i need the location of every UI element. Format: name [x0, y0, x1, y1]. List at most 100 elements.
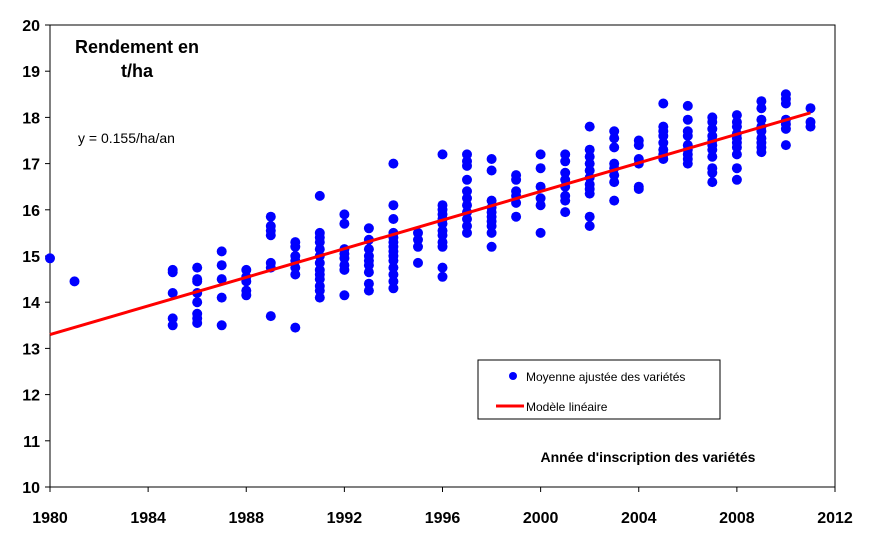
scatter-point [633, 184, 644, 194]
scatter-point [584, 144, 595, 155]
x-tick-label: 1988 [228, 510, 264, 527]
scatter-point [805, 103, 816, 114]
scatter-point [388, 158, 399, 169]
scatter-point [584, 221, 595, 231]
scatter-point [314, 285, 325, 296]
y-axis: 10 11 12 13 14 15 16 17 18 19 20 [22, 18, 50, 497]
x-tick-label: 2008 [719, 510, 755, 527]
scatter-point [609, 195, 620, 206]
scatter-point [339, 290, 350, 301]
scatter-point [756, 96, 767, 107]
scatter-point [486, 241, 497, 252]
trend-equation: y = 0.155/ha/an [78, 130, 175, 146]
scatter-point [265, 230, 276, 241]
x-tick-label: 2004 [621, 510, 657, 527]
scatter-point [167, 267, 178, 278]
scatter-point [511, 174, 522, 185]
scatter-point [731, 142, 742, 153]
scatter-point [462, 214, 472, 224]
scatter-point [462, 149, 472, 160]
scatter-point [363, 260, 374, 271]
scatter-point [682, 158, 693, 169]
scatter-point [339, 218, 350, 229]
scatter-point [388, 269, 399, 280]
scatter-point [780, 123, 791, 134]
y-tick-label: 17 [22, 157, 40, 174]
scatter-point [609, 170, 620, 181]
scatter-point [535, 227, 546, 238]
scatter-point [167, 320, 178, 331]
scatter-point [290, 241, 301, 252]
x-tick-label: 2012 [817, 510, 853, 527]
scatter-point [780, 140, 791, 151]
scatter-point [682, 130, 693, 141]
scatter-point [437, 230, 448, 241]
scatter-point [363, 223, 374, 234]
scatter-point [363, 244, 374, 255]
scatter-point [437, 262, 448, 273]
chart-title-line-1: Rendement en [75, 37, 199, 57]
scatter-point [413, 227, 423, 238]
scatter-point [560, 167, 571, 178]
scatter-point [707, 123, 718, 134]
scatter-point [265, 311, 276, 322]
scatter-point [805, 121, 816, 132]
scatter-point [388, 262, 399, 273]
x-axis: 1980 1984 1988 1992 1996 2000 2004 2008 2012 [32, 487, 853, 527]
scatter-point [658, 137, 669, 148]
scatter-point [756, 103, 767, 114]
scatter-point [290, 269, 301, 280]
y-tick-label: 11 [23, 434, 40, 451]
y-tick-label: 16 [22, 203, 40, 220]
scatter-point [339, 264, 350, 275]
scatter-point [388, 283, 399, 294]
scatter-point [339, 209, 350, 220]
scatter-point [731, 174, 742, 185]
scatter-point [462, 186, 472, 197]
legend: Moyenne ajustée des variétés Modèle liné… [477, 359, 721, 420]
scatter-point [462, 160, 472, 171]
scatter-point [756, 114, 767, 125]
chart-title-line-2: t/ha [121, 61, 154, 81]
scatter-point [584, 188, 595, 199]
y-tick-label: 12 [22, 388, 40, 405]
scatter-point [437, 271, 448, 282]
legend-box [477, 359, 721, 420]
x-tick-label: 1992 [327, 510, 363, 527]
x-tick-label: 2000 [523, 510, 559, 527]
scatter-point [560, 149, 571, 160]
y-tick-label: 14 [22, 295, 40, 312]
scatter-point [192, 318, 203, 328]
x-tick-label: 1984 [130, 510, 166, 527]
y-tick-label: 20 [22, 18, 40, 35]
scatter-point [535, 200, 546, 211]
scatter-point [486, 221, 497, 231]
scatter-point [707, 167, 718, 178]
trend-line [49, 111, 811, 336]
scatter-point [731, 163, 742, 174]
scatter-point [216, 292, 227, 303]
scatter-point [609, 133, 620, 144]
scatter-point [388, 200, 399, 211]
scatter-point [707, 151, 718, 162]
x-tick-label: 1996 [425, 510, 461, 527]
scatter-point [682, 114, 693, 125]
trend-line-layer [49, 111, 811, 336]
scatter-point [462, 193, 472, 204]
scatter-point [388, 255, 399, 266]
y-tick-label: 10 [22, 480, 40, 497]
scatter-point [486, 195, 497, 206]
scatter-point [658, 130, 669, 141]
legend-label-trend: Modèle linéaire [526, 400, 608, 414]
y-tick-label: 13 [22, 341, 40, 358]
x-tick-label: 1980 [32, 510, 68, 527]
scatter-point [560, 207, 571, 218]
scatter-point [633, 140, 644, 151]
legend-label-points: Moyenne ajustée des variétés [526, 370, 685, 384]
scatter-point [609, 177, 620, 188]
scatter-point [45, 253, 55, 264]
scatter-point [216, 260, 227, 271]
scatter-point [462, 200, 472, 211]
scatter-point [731, 110, 742, 121]
scatter-point [584, 211, 595, 222]
